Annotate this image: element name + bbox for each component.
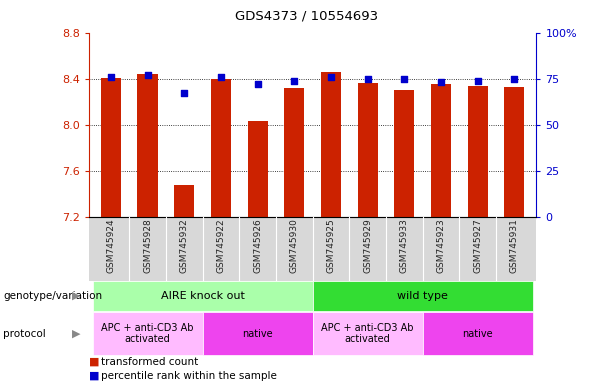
Point	[509, 76, 519, 82]
Text: wild type: wild type	[397, 291, 448, 301]
Bar	[468, 86, 488, 217]
Text: protocol: protocol	[3, 328, 46, 339]
Text: APC + anti-CD3 Ab
activated: APC + anti-CD3 Ab activated	[321, 323, 414, 344]
Bar	[174, 185, 194, 217]
Bar	[211, 79, 231, 217]
Bar	[137, 74, 158, 217]
Point	[400, 76, 409, 82]
Point	[253, 81, 262, 87]
Text: ▶: ▶	[72, 291, 81, 301]
Bar	[394, 90, 414, 217]
Point	[326, 74, 336, 80]
Text: APC + anti-CD3 Ab
activated: APC + anti-CD3 Ab activated	[101, 323, 194, 344]
Point	[363, 76, 373, 82]
Text: genotype/variation: genotype/variation	[3, 291, 102, 301]
Point	[473, 78, 482, 84]
Bar	[284, 88, 305, 217]
Text: native: native	[462, 328, 493, 339]
Bar	[431, 84, 451, 217]
Point	[180, 90, 189, 96]
Text: AIRE knock out: AIRE knock out	[161, 291, 245, 301]
Point	[289, 78, 299, 84]
Bar	[101, 78, 121, 217]
Bar	[357, 83, 378, 217]
Text: percentile rank within the sample: percentile rank within the sample	[101, 371, 277, 381]
Bar	[248, 121, 268, 217]
Point	[106, 74, 116, 80]
Text: ■: ■	[89, 357, 99, 367]
Point	[216, 74, 226, 80]
Text: ■: ■	[89, 371, 99, 381]
Text: GDS4373 / 10554693: GDS4373 / 10554693	[235, 10, 378, 23]
Text: ▶: ▶	[72, 328, 81, 339]
Text: transformed count: transformed count	[101, 357, 199, 367]
Point	[436, 79, 446, 86]
Point	[143, 72, 153, 78]
Bar	[504, 87, 525, 217]
Text: native: native	[242, 328, 273, 339]
Bar	[321, 72, 341, 217]
